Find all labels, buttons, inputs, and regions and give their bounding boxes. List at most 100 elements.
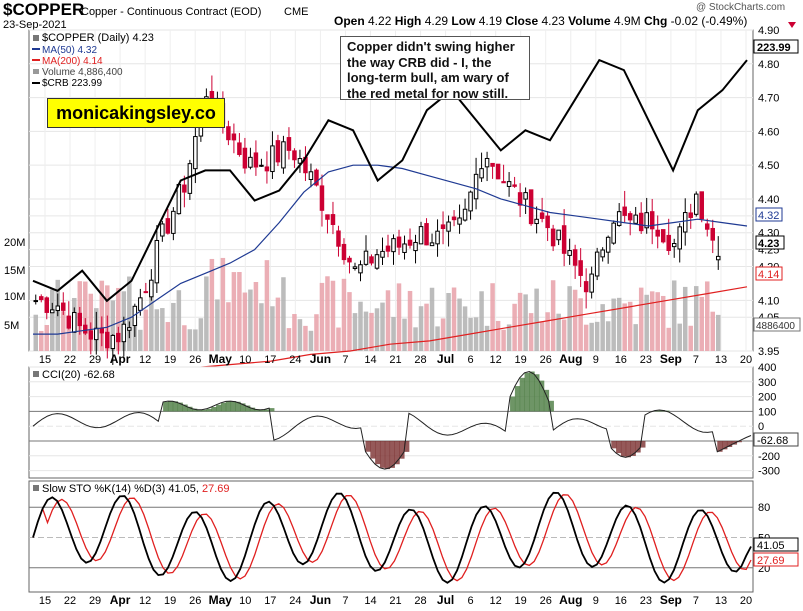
volume-bar (143, 309, 149, 351)
cci-oversold-fill (379, 441, 386, 468)
legend-ma50: MA(50) 4.32 (42, 45, 97, 56)
sto-panel (28, 480, 754, 593)
date-tick-label: Apr (110, 593, 131, 607)
cci-legend: CCI(20) -62.68 (42, 369, 115, 381)
volume-bar (286, 328, 292, 351)
date-tick-label: 29 (89, 595, 101, 607)
date-tick-label: 17 (264, 354, 276, 366)
candle-body (264, 166, 270, 172)
cci-overbought-fill (201, 409, 207, 412)
candle-body (561, 225, 567, 254)
volume-axis: 20M 15M 10M 5M (4, 237, 25, 332)
date-tick-label: 7 (342, 354, 348, 366)
cci-badge-text: -62.68 (757, 435, 788, 447)
cci-oversold-fill (630, 441, 636, 456)
legend-swatch-volume (33, 69, 39, 74)
volume-bar (693, 286, 699, 351)
date-tick-label: 12 (490, 595, 502, 607)
candle-body (116, 332, 121, 343)
volume-bar (638, 287, 644, 351)
volume-bar (303, 325, 308, 351)
candle-body (99, 327, 105, 334)
annotation-line: the red metal for now still. (347, 85, 509, 101)
volume-bar (666, 327, 671, 351)
volume-bar (314, 314, 319, 351)
volume-bar (704, 281, 710, 351)
candle-body (369, 256, 374, 264)
cci-overbought-fill (216, 404, 222, 412)
date-tick-label: 13 (715, 595, 727, 607)
candle-body (644, 212, 649, 229)
volume-bar (578, 298, 583, 351)
volume-bar (627, 301, 633, 351)
cci-overbought-fill (519, 377, 526, 412)
candle-body (259, 164, 264, 167)
sto-d-badge (753, 552, 799, 567)
candle-body (589, 273, 594, 293)
legend-ma200: MA(200) 4.14 (42, 56, 103, 67)
candle-body (105, 331, 110, 349)
date-tick-label: 29 (89, 354, 101, 366)
volume-bar (396, 283, 402, 351)
volume-bar (451, 287, 457, 351)
volume-bar (193, 329, 198, 351)
cci-overbought-fill (259, 409, 265, 412)
candle-body (473, 173, 479, 200)
volume-bar (413, 327, 418, 351)
candle-body (297, 158, 303, 164)
candle-body (391, 238, 396, 253)
candle-body (330, 214, 336, 225)
date-tick-label: 15 (39, 354, 51, 366)
candle-body (677, 226, 682, 250)
cci-overbought-fill (225, 401, 232, 412)
candle-body (627, 213, 633, 221)
candle-body (545, 215, 550, 229)
volume-bar (374, 308, 380, 351)
volume-bar (171, 302, 176, 351)
date-tick-label: 20 (740, 595, 752, 607)
ma50-badge (755, 207, 783, 222)
quote-value: 4.19 (475, 14, 502, 28)
ma200-badge (755, 266, 783, 281)
volume-bar (319, 282, 325, 351)
candle-body (567, 250, 572, 256)
volume-bar (116, 287, 121, 351)
candle-body (523, 192, 528, 200)
cci-oversold-fill (375, 441, 381, 465)
ma200-badge-text: 4.14 (758, 269, 779, 281)
candle-body (512, 184, 517, 187)
candle-body (517, 192, 523, 206)
candle-body (325, 214, 330, 220)
date-tick-label: Aug (559, 352, 582, 366)
candle-body (539, 212, 545, 219)
cci-overbought-fill (177, 402, 183, 412)
volume-bar (484, 325, 490, 351)
date-tick-label: Jul (437, 593, 454, 607)
date-tick-label: 20 (740, 354, 752, 366)
price-tick-label: 4.10 (758, 295, 779, 307)
cci-overbought-fill (206, 408, 212, 412)
candle-body (578, 260, 583, 276)
volume-bar (61, 311, 66, 351)
cci-overbought-fill (182, 404, 188, 412)
volume-tick-label: 10M (4, 291, 25, 303)
cci-overbought-fill (187, 406, 193, 412)
date-tick-label: 10 (239, 595, 251, 607)
candle-body (187, 163, 193, 194)
volume-bar (160, 308, 165, 351)
annotation-line: long-term bull, am wary of (347, 70, 509, 85)
date-tick-label: 7 (342, 595, 348, 607)
volume-bar (589, 322, 594, 351)
candle-body (402, 243, 407, 253)
candle-body (110, 334, 116, 350)
volume-bar (633, 324, 638, 351)
date-axis-bottom: 15 22 29 Apr 12 19 26 May 10 17 24 Jun 7 14 21 28 Jul 6 12… (39, 593, 752, 607)
date-tick-label: 9 (593, 595, 599, 607)
volume-bar (616, 297, 622, 351)
candle-body (451, 216, 457, 221)
cci-overbought-fill (254, 409, 260, 412)
candle-body (424, 223, 429, 246)
volume-bar (715, 314, 721, 351)
date-tick-label: 7 (693, 354, 699, 366)
crb-badge (753, 39, 799, 54)
